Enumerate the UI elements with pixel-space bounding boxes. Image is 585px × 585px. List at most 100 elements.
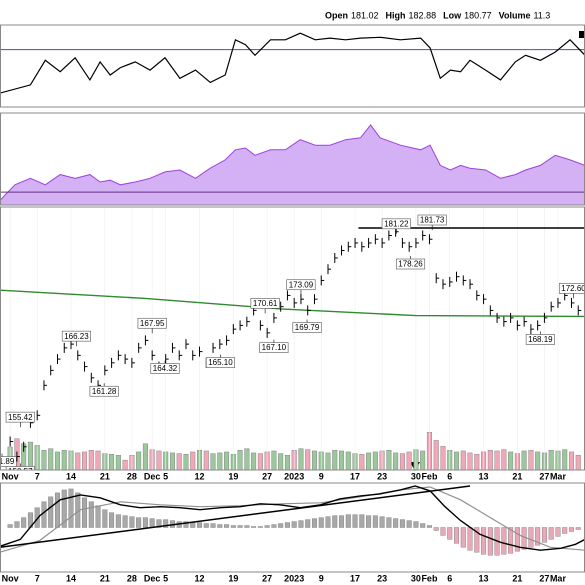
histogram-bar — [399, 519, 405, 528]
annotation-box — [137, 317, 167, 329]
volume-bar — [474, 454, 480, 470]
header-label: Low — [443, 10, 462, 20]
volume-bar — [224, 451, 230, 470]
histogram-bar — [190, 522, 196, 528]
histogram-bar — [548, 527, 554, 540]
volume-bar — [460, 450, 466, 470]
histogram-bar — [305, 519, 311, 528]
volume-bar — [359, 454, 365, 470]
annotation-box — [89, 385, 119, 397]
x-tick-label: 19 — [228, 471, 238, 481]
volume-bar — [454, 451, 460, 470]
histogram-bar — [115, 514, 121, 528]
histogram-bar — [420, 523, 426, 528]
volume-bar — [88, 450, 94, 470]
x-tick-label: 27 — [539, 471, 549, 481]
volume-bar — [393, 452, 399, 470]
volume-bar — [278, 453, 284, 470]
area-line — [0, 124, 585, 201]
volume-bar — [156, 450, 162, 470]
x-tick-label: 2023 — [284, 471, 304, 481]
volume-bar — [27, 441, 33, 470]
volume-bar — [82, 451, 88, 470]
volume-bar — [562, 449, 568, 470]
histogram-bar — [61, 489, 67, 528]
annotation-label: 151.89 — [0, 457, 15, 466]
volume-bar — [305, 449, 311, 470]
annotation-box — [0, 456, 17, 467]
annotation-box — [5, 466, 35, 470]
x-tick-label: 21 — [100, 471, 110, 481]
volume-bar — [41, 450, 47, 470]
histogram-bar — [41, 501, 47, 528]
area-panel — [0, 124, 585, 205]
histogram-bar — [440, 527, 446, 536]
histogram-bar — [460, 527, 466, 548]
histogram-bar — [508, 527, 514, 554]
histogram-bar — [271, 524, 277, 528]
x-tick-label: 27 — [262, 573, 272, 583]
x-tick-label: 23 — [377, 471, 387, 481]
x-tick-label: 21 — [512, 573, 522, 583]
volume-bar — [487, 450, 493, 470]
histogram-bar — [318, 517, 324, 528]
volume-bar — [136, 451, 142, 470]
x-tick-label: 9 — [319, 573, 324, 583]
annotation-label: 150.57 — [8, 467, 33, 476]
header-label: Open — [325, 10, 348, 20]
annotation-box — [525, 334, 555, 345]
x-tick-label: Dec — [144, 471, 161, 481]
volume-bar — [284, 455, 290, 470]
histogram-bar — [562, 527, 568, 534]
volume-bar — [109, 454, 115, 470]
annotation-label: 178.26 — [398, 260, 423, 269]
volume-bar — [508, 451, 514, 470]
area-fill — [0, 125, 585, 205]
histogram-bar — [264, 525, 270, 528]
volume-bar — [372, 451, 378, 470]
x-tick-label: 27 — [262, 471, 272, 481]
x-tick-label: 13 — [479, 573, 489, 583]
histogram-bar — [433, 527, 439, 531]
histogram-bar — [203, 523, 209, 528]
histogram-bar — [521, 527, 527, 550]
annotation-box — [381, 218, 411, 230]
x-tick-label: Mar — [550, 573, 567, 583]
histogram-bar — [122, 515, 128, 528]
histogram-bar — [7, 524, 13, 528]
annotation-label: 164.32 — [153, 364, 178, 373]
header-value: 11.3 — [533, 10, 550, 20]
volume-bar — [210, 453, 216, 470]
x-tick-label: 14 — [66, 573, 76, 583]
annotation-box — [250, 298, 280, 309]
volume-bar — [115, 455, 121, 470]
annotation-label: 165.10 — [208, 358, 233, 367]
histogram-bar — [230, 525, 236, 528]
histogram-bar — [224, 524, 230, 528]
volume-bar — [75, 452, 81, 470]
x-tick-label: 7 — [35, 471, 40, 481]
macd-panel — [0, 485, 585, 556]
x-tick-label: Dec — [144, 573, 161, 583]
volume-bar — [325, 452, 331, 470]
annotation-label: 167.10 — [262, 343, 287, 352]
signal-line — [0, 486, 585, 553]
annotation-label: 167.95 — [140, 319, 165, 328]
histogram-bar — [34, 507, 40, 528]
header-label: Volume — [499, 10, 531, 20]
volume-bar — [95, 450, 101, 470]
histogram-bar — [406, 520, 412, 528]
histogram-bar — [95, 505, 101, 528]
annotation-label: 181.73 — [420, 216, 445, 225]
legend-marker — [579, 31, 585, 38]
histogram-bar — [237, 525, 243, 528]
x-tick-label: 12 — [195, 471, 205, 481]
x-tick-label: 17 — [350, 573, 360, 583]
volume-bar — [345, 451, 351, 470]
volume-bar — [271, 450, 277, 470]
histogram-bar — [393, 518, 399, 528]
volume-bar — [339, 450, 345, 470]
header-value: 180.77 — [464, 10, 492, 20]
histogram-bar — [528, 527, 534, 548]
x-tick-label: Feb — [421, 471, 438, 481]
